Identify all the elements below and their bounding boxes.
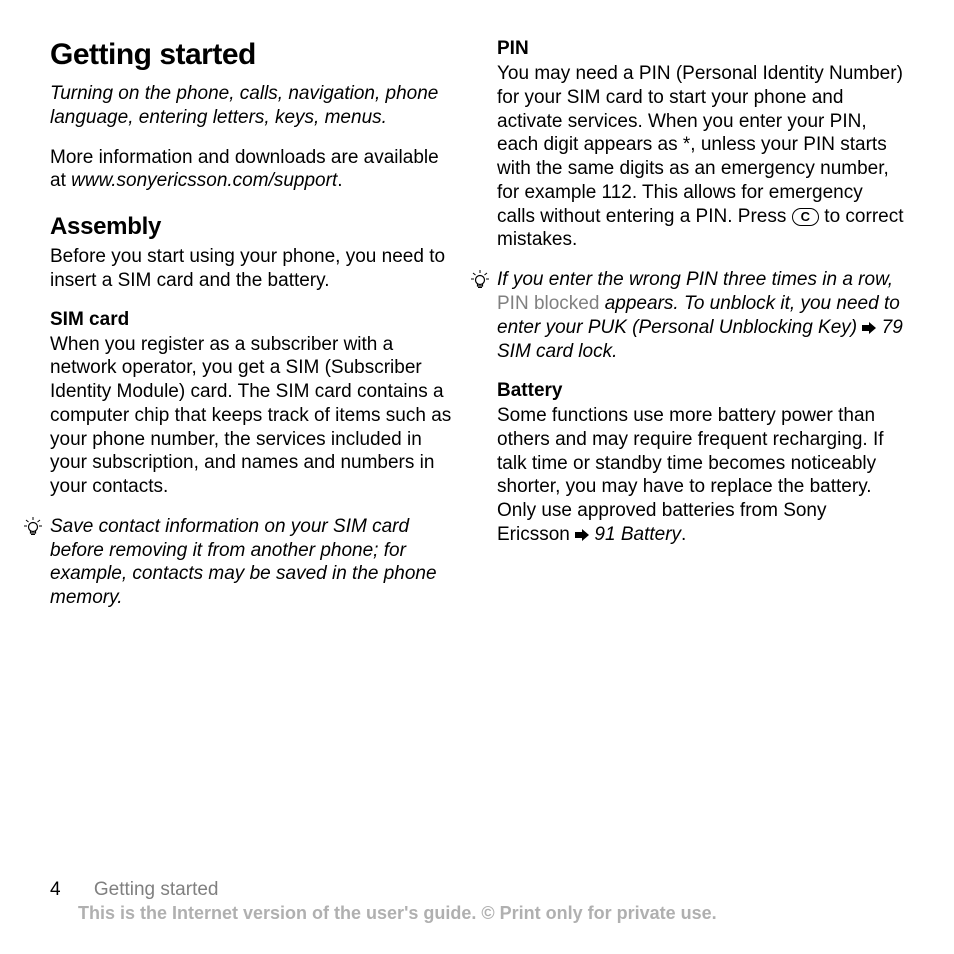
left-column: Getting started Turning on the phone, ca…	[50, 38, 457, 626]
lightbulb-icon	[24, 515, 42, 610]
pin-text: You may need a PIN (Personal Identity Nu…	[497, 62, 904, 252]
tip-sim-text: Save contact information on your SIM car…	[50, 515, 457, 610]
tip-pin: If you enter the wrong PIN three times i…	[471, 268, 904, 364]
page-content: Getting started Turning on the phone, ca…	[0, 0, 954, 626]
arrow-icon	[862, 317, 876, 341]
c-key-icon: C	[792, 208, 819, 226]
tip-pin-text: If you enter the wrong PIN three times i…	[497, 268, 904, 364]
right-column: PIN You may need a PIN (Personal Identit…	[497, 38, 904, 626]
arrow-icon	[575, 524, 589, 548]
lightbulb-icon	[471, 268, 489, 364]
battery-heading: Battery	[497, 380, 904, 402]
battery-post: .	[681, 524, 686, 545]
more-info-post: .	[337, 170, 342, 191]
more-info: More information and downloads are avail…	[50, 146, 457, 194]
assembly-text: Before you start using your phone, you n…	[50, 245, 457, 293]
pin-heading: PIN	[497, 38, 904, 60]
support-url: www.sonyericsson.com/support	[71, 170, 337, 191]
page-number: 4	[50, 879, 61, 900]
page-footer: 4 Getting started This is the Internet v…	[50, 879, 904, 924]
pin-text-pre: You may need a PIN (Personal Identity Nu…	[497, 63, 903, 227]
tip-sim: Save contact information on your SIM car…	[24, 515, 457, 610]
sim-text: When you register as a subscriber with a…	[50, 333, 457, 499]
battery-text-pre: Some functions use more battery power th…	[497, 405, 884, 545]
page-title: Getting started	[50, 38, 457, 72]
footer-notice: This is the Internet version of the user…	[78, 903, 904, 924]
footer-top: 4 Getting started	[50, 879, 904, 901]
battery-ref: 91 Battery	[589, 524, 681, 545]
footer-section: Getting started	[94, 879, 219, 900]
sim-heading: SIM card	[50, 309, 457, 331]
intro-text: Turning on the phone, calls, navigation,…	[50, 82, 457, 130]
battery-text: Some functions use more battery power th…	[497, 404, 904, 548]
tip2-pre: If you enter the wrong PIN three times i…	[497, 269, 893, 290]
assembly-heading: Assembly	[50, 213, 457, 241]
pin-blocked-label: PIN blocked	[497, 293, 599, 314]
